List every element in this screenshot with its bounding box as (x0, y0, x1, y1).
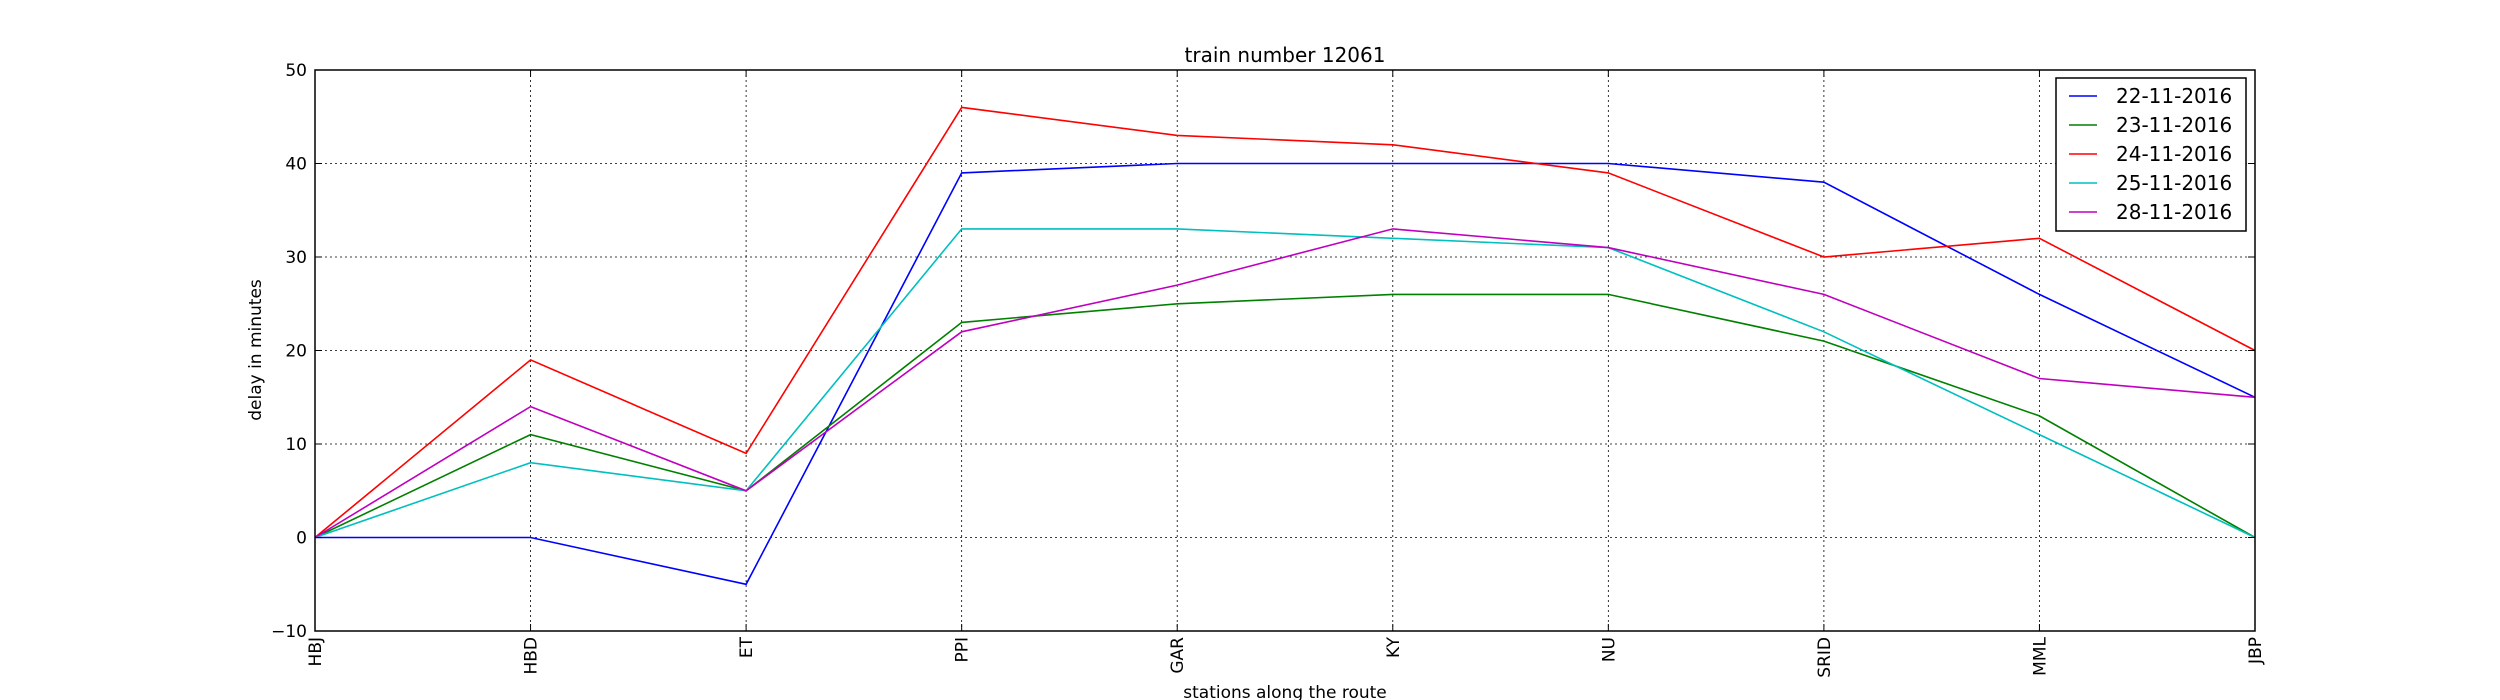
series-line-24-11-2016 (314, 106, 2256, 539)
series-lines (314, 106, 2256, 586)
legend-label: 24-11-2016 (2116, 142, 2232, 166)
x-tick-label: HBD (522, 637, 542, 675)
y-axis-label: delay in minutes (246, 279, 266, 421)
series-line-25-11-2016 (314, 228, 2256, 539)
axis-ticks (314, 69, 2256, 632)
y-tick-labels: −10 0 10 20 30 40 50 (271, 61, 307, 642)
series-line-22-11-2016 (315, 162, 2256, 586)
x-tick-label: PPI (953, 637, 973, 663)
x-tick-label: NU (1599, 637, 1619, 662)
series-line-23-11-2016 (314, 293, 2256, 539)
y-tick-label: 30 (285, 248, 307, 268)
x-tick-label: SRID (1815, 637, 1835, 678)
series-line-28-11-2016 (314, 228, 2256, 539)
x-tick-label: MML (2030, 636, 2050, 675)
legend-label: 25-11-2016 (2116, 171, 2232, 195)
legend-label: 28-11-2016 (2116, 200, 2232, 224)
chart-title: train number 12061 (1185, 43, 1386, 67)
x-axis-label: stations along the route (1183, 683, 1387, 700)
x-tick-labels: HBJ HBD ET PPI GAR KY NU SRID MML JBP (306, 636, 2266, 677)
legend-label: 22-11-2016 (2116, 84, 2232, 108)
legend-label: 23-11-2016 (2116, 113, 2232, 137)
y-tick-label: 10 (285, 435, 307, 455)
x-tick-label: KY (1384, 636, 1404, 658)
x-tick-label: JBP (2246, 637, 2266, 665)
y-tick-label: 0 (296, 529, 307, 549)
x-tick-label: ET (737, 636, 757, 658)
y-tick-label: 40 (285, 155, 307, 175)
x-tick-label: HBJ (306, 637, 326, 666)
y-tick-label: 50 (285, 61, 307, 81)
y-tick-label: 20 (285, 342, 307, 362)
legend: 22-11-2016 23-11-2016 24-11-2016 25-11-2016… (2055, 77, 2247, 232)
x-tick-label: GAR (1168, 637, 1188, 674)
y-tick-label: −10 (271, 622, 307, 642)
